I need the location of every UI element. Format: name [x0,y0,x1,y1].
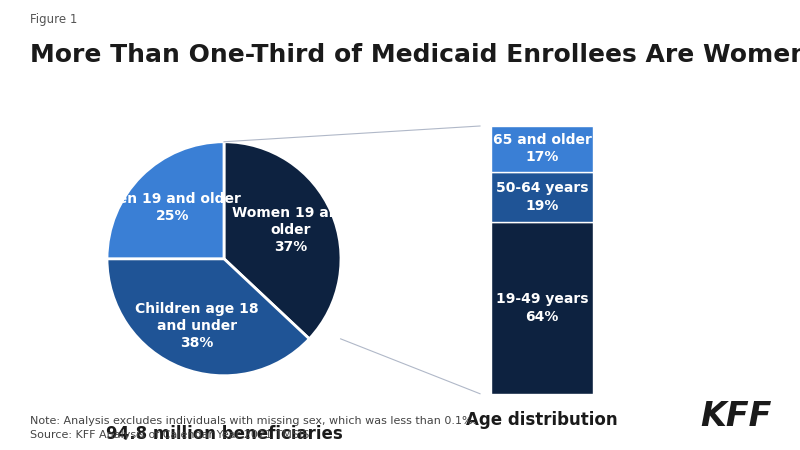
Wedge shape [224,142,341,339]
Text: Note: Analysis excludes individuals with missing sex, which was less than 0.1%.: Note: Analysis excludes individuals with… [30,416,477,426]
Bar [491,171,593,222]
Text: Age distribution: Age distribution [466,411,618,429]
Text: 19-49 years
64%: 19-49 years 64% [496,292,588,324]
Text: Children age 18
and under
38%: Children age 18 and under 38% [135,302,259,351]
Text: 50-64 years
19%: 50-64 years 19% [496,181,588,212]
Text: 65 and older
17%: 65 and older 17% [493,133,591,164]
Text: Women 19 and
older
37%: Women 19 and older 37% [232,206,349,254]
Bar [491,126,593,171]
Bar [491,222,593,394]
Text: Source: KFF Analysis of Calendar Year 2021 TMSIS.: Source: KFF Analysis of Calendar Year 20… [30,430,314,440]
Text: Figure 1: Figure 1 [30,14,78,27]
Wedge shape [107,259,310,376]
Text: 94.8 million beneficiaries: 94.8 million beneficiaries [106,426,342,444]
Wedge shape [107,142,224,259]
Text: Men 19 and older
25%: Men 19 and older 25% [104,192,241,223]
Text: KFF: KFF [701,400,772,433]
Text: More Than One-Third of Medicaid Enrollees Are Women: More Than One-Third of Medicaid Enrollee… [30,43,800,67]
